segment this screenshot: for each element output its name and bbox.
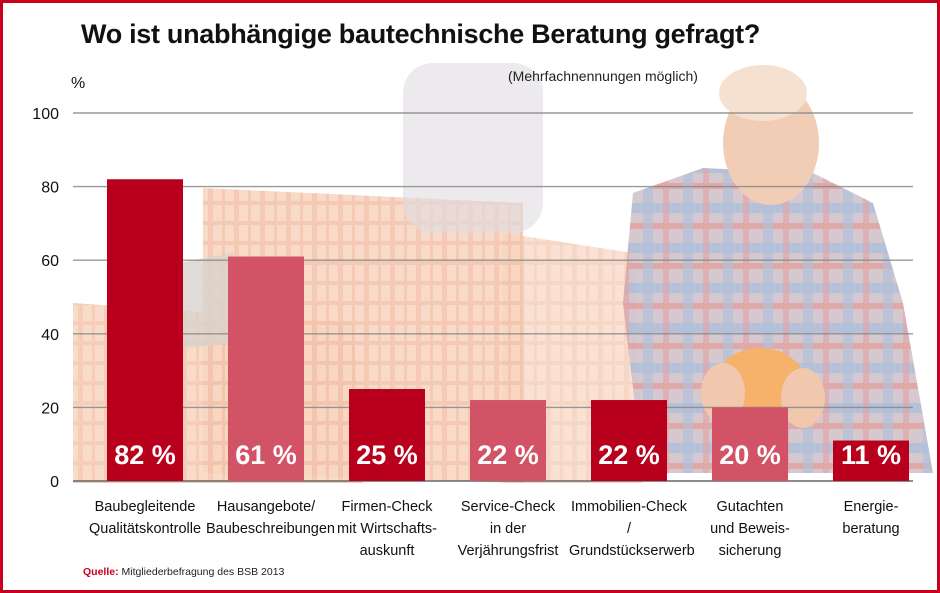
bar-value-label: 22 % [477,440,539,470]
bar-value-label: 61 % [235,440,297,470]
bar [591,400,667,481]
y-tick-label: 0 [50,474,59,491]
category-label-line: Hausangebote/ [216,499,316,515]
y-tick-label: 80 [41,180,59,197]
bar-value-label: 22 % [598,440,660,470]
category-label: Hausangebote/Baubeschreibungen [206,496,335,540]
category-label-line: mit Wirtschafts- [337,521,437,537]
category-label: Firmen-Check mit Wirtschafts-auskunft [327,496,447,562]
bar [712,407,788,481]
category-label-line: Gutachten [716,499,784,515]
bar [349,389,425,481]
category-label-line: in der [489,521,527,537]
bar-value-label: 20 % [719,440,781,470]
y-tick-label: 20 [41,400,59,417]
bar [470,400,546,481]
bar-chart: 0 20 40 60 80 100 82 % 61 % 25 % 22 % 22 % 20 % 11 % [32,106,913,491]
bar-value-label: 25 % [356,440,418,470]
bar [228,256,304,481]
category-label-line: und Beweis- [710,521,790,537]
category-label-line: Energie- [843,499,899,515]
category-label-line: Grundstückserwerb [569,543,695,559]
y-tick-label: 40 [41,327,59,344]
category-label: Gutachten und Beweis-sicherung [690,496,810,562]
bar [107,179,183,482]
category-label-line: beratung [842,521,900,537]
y-tick-label: 100 [32,106,59,123]
y-tick-label: 60 [41,253,59,270]
chart-title: Wo ist unabhängige bautechnische Beratun… [81,19,761,49]
category-label-line: auskunft [359,543,415,559]
category-label-line: Verjährungsfrist [457,543,559,559]
category-label-line: sicherung [718,543,782,559]
bar-value-label: 82 % [114,440,176,470]
category-label-line: Firmen-Check [341,499,433,515]
category-label: Immobilien-Check / Grundstückserwerb [569,496,695,562]
bar [833,440,909,481]
category-label: Baubegleitende Qualitätskontrolle [85,496,205,540]
category-label-line: Qualitätskontrolle [88,521,202,537]
source-label: Quelle: [83,566,119,578]
category-label: Service-Check in der Verjährungsfrist [448,496,568,562]
category-label-line: Baubeschreibungen [206,521,335,537]
category-label: Energie-beratung [811,496,931,540]
category-label-line: Service-Check [460,499,556,515]
category-label-line: Immobilien-Check / [570,499,688,537]
chart-subtitle: (Mehrfachnennungen möglich) [508,68,698,84]
y-axis-unit: % [71,75,86,92]
bar-value-label: 11 % [841,440,901,470]
source-note: Quelle: Mitgliederbefragung des BSB 2013 [83,566,284,578]
category-label-line: Baubegleitende [94,499,196,515]
source-text: Mitgliederbefragung des BSB 2013 [121,566,285,578]
